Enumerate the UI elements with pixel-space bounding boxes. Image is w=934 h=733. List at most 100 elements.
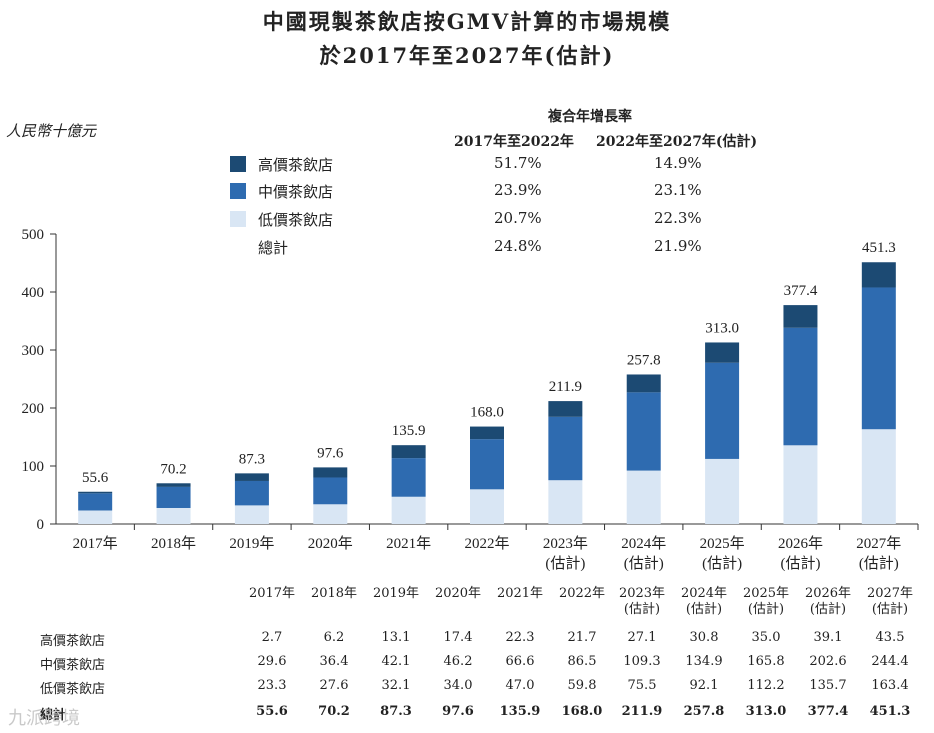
table-cell-0-1: 6.2	[323, 630, 345, 645]
table-cell-2-3: 34.0	[443, 678, 473, 693]
y-tick-label-0: 0	[37, 517, 45, 533]
x-tick-label-7-sub: (估計)	[624, 555, 664, 572]
total-label-3: 97.6	[317, 445, 344, 461]
bar-mid-9	[783, 327, 818, 446]
table-cell-3-4: 135.9	[499, 704, 541, 719]
table-cell-1-7: 134.9	[685, 654, 723, 669]
bar-low-6	[548, 480, 583, 524]
table-cell-1-5: 86.5	[567, 654, 597, 669]
bar-low-7	[626, 470, 661, 524]
table-cell-0-0: 2.7	[261, 630, 283, 645]
legend-label-mid: 中價茶飲店	[258, 183, 334, 201]
table-cell-1-2: 42.1	[381, 654, 411, 669]
table-cell-1-3: 46.2	[443, 654, 473, 669]
table-cell-2-1: 27.6	[319, 678, 349, 693]
bar-high-3	[313, 467, 348, 478]
legend-swatch-low	[230, 211, 246, 227]
bar-low-8	[705, 458, 740, 524]
table-header-7: 2024年	[680, 586, 728, 601]
table-cell-3-0: 55.6	[256, 704, 288, 719]
table-cell-3-2: 87.3	[380, 704, 412, 719]
table-row-label-3: 總計	[40, 708, 67, 723]
table-cell-1-6: 109.3	[623, 654, 661, 669]
legend-label-low: 低價茶飲店	[258, 211, 334, 229]
bar-low-3	[313, 504, 348, 524]
bar-high-6	[548, 401, 583, 417]
bar-mid-0	[78, 493, 113, 511]
legend-swatch-mid	[230, 183, 246, 199]
table-cell-0-4: 22.3	[505, 630, 535, 645]
table-header-8: 2025年	[742, 586, 790, 601]
table-row-label-0: 高價茶飲店	[40, 634, 106, 649]
bar-mid-2	[234, 480, 269, 506]
total-label-6: 211.9	[549, 379, 582, 395]
bar-low-1	[156, 507, 191, 524]
table-cell-3-10: 451.3	[869, 704, 911, 719]
total-label-2: 87.3	[239, 451, 265, 467]
bar-mid-8	[705, 362, 740, 459]
x-tick-label-4: 2021年	[386, 535, 431, 552]
bar-high-5	[470, 426, 504, 440]
bar-high-2	[234, 473, 269, 481]
x-tick-label-8: 2025年	[700, 535, 745, 552]
table-cell-1-9: 202.6	[809, 654, 847, 669]
x-tick-label-9-sub: (估計)	[780, 555, 820, 572]
bar-mid-7	[626, 392, 661, 471]
cagr-high-2: 14.9%	[654, 154, 702, 172]
x-tick-label-7: 2024年	[621, 535, 666, 552]
table-cell-0-6: 27.1	[627, 630, 657, 645]
table-cell-2-5: 59.8	[567, 678, 597, 693]
cagr-low-2: 22.3%	[654, 209, 702, 227]
chart-title-line1: 中國現製茶飲店按GMV計算的市場規模	[262, 9, 672, 34]
cagr-total-1: 24.8%	[494, 237, 542, 255]
bar-high-0	[78, 491, 113, 494]
x-tick-label-10-sub: (估計)	[859, 555, 899, 572]
cagr-low-1: 20.7%	[494, 209, 542, 227]
cagr-period-1: 2017年至2022年	[454, 134, 574, 150]
table-cell-0-2: 13.1	[381, 630, 411, 645]
total-label-4: 135.9	[392, 423, 426, 439]
bar-low-0	[78, 510, 113, 524]
table-cell-0-10: 43.5	[875, 630, 905, 645]
bar-mid-5	[470, 439, 504, 490]
data-table: 2017年 2018年 2019年 2020年 2021年 2022年 2023年 (估計) 2…	[0, 580, 934, 733]
table-cell-3-8: 313.0	[745, 704, 787, 719]
bar-mid-3	[313, 477, 348, 505]
table-cell-3-7: 257.8	[683, 704, 725, 719]
bar-mid-6	[548, 416, 583, 481]
legend-label-total: 總計	[258, 239, 289, 257]
table-cell-3-5: 168.0	[561, 704, 603, 719]
y-tick-label-5: 500	[22, 227, 45, 243]
table-cell-1-10: 244.4	[871, 654, 909, 669]
table-cell-2-0: 23.3	[257, 678, 287, 693]
legend-label-high: 高價茶飲店	[258, 156, 334, 174]
bar-high-8	[705, 342, 740, 363]
cagr-mid-2: 23.1%	[654, 181, 702, 199]
table-header-0: 2017年	[248, 586, 296, 601]
cagr-header: 複合年增長率	[548, 109, 632, 125]
bar-low-10	[861, 429, 896, 524]
table-header-3: 2020年	[434, 586, 482, 601]
y-tick-label-1: 100	[22, 459, 45, 475]
table-cell-2-7: 92.1	[689, 678, 719, 693]
legend-swatch-high	[230, 156, 246, 172]
table-header-8-sub: (估計)	[747, 602, 785, 617]
x-tick-label-1: 2018年	[151, 535, 196, 552]
total-label-1: 70.2	[160, 461, 186, 477]
table-cell-2-9: 135.7	[809, 678, 847, 693]
table-cell-0-5: 21.7	[567, 630, 597, 645]
table-cell-0-9: 39.1	[813, 630, 843, 645]
y-tick-label-4: 400	[22, 285, 45, 301]
table-header-2: 2019年	[372, 586, 420, 601]
table-header-6-sub: (估計)	[623, 602, 661, 617]
table-cell-0-8: 35.0	[751, 630, 781, 645]
bar-low-4	[391, 496, 426, 524]
total-label-10: 451.3	[862, 240, 896, 256]
table-cell-3-1: 70.2	[318, 704, 350, 719]
bar-high-9	[783, 305, 818, 328]
x-tick-label-0: 2017年	[73, 535, 118, 552]
table-header-9: 2026年	[804, 586, 852, 601]
x-tick-label-6: 2023年	[543, 535, 588, 552]
table-cell-1-1: 36.4	[319, 654, 349, 669]
table-header-1: 2018年	[310, 586, 358, 601]
